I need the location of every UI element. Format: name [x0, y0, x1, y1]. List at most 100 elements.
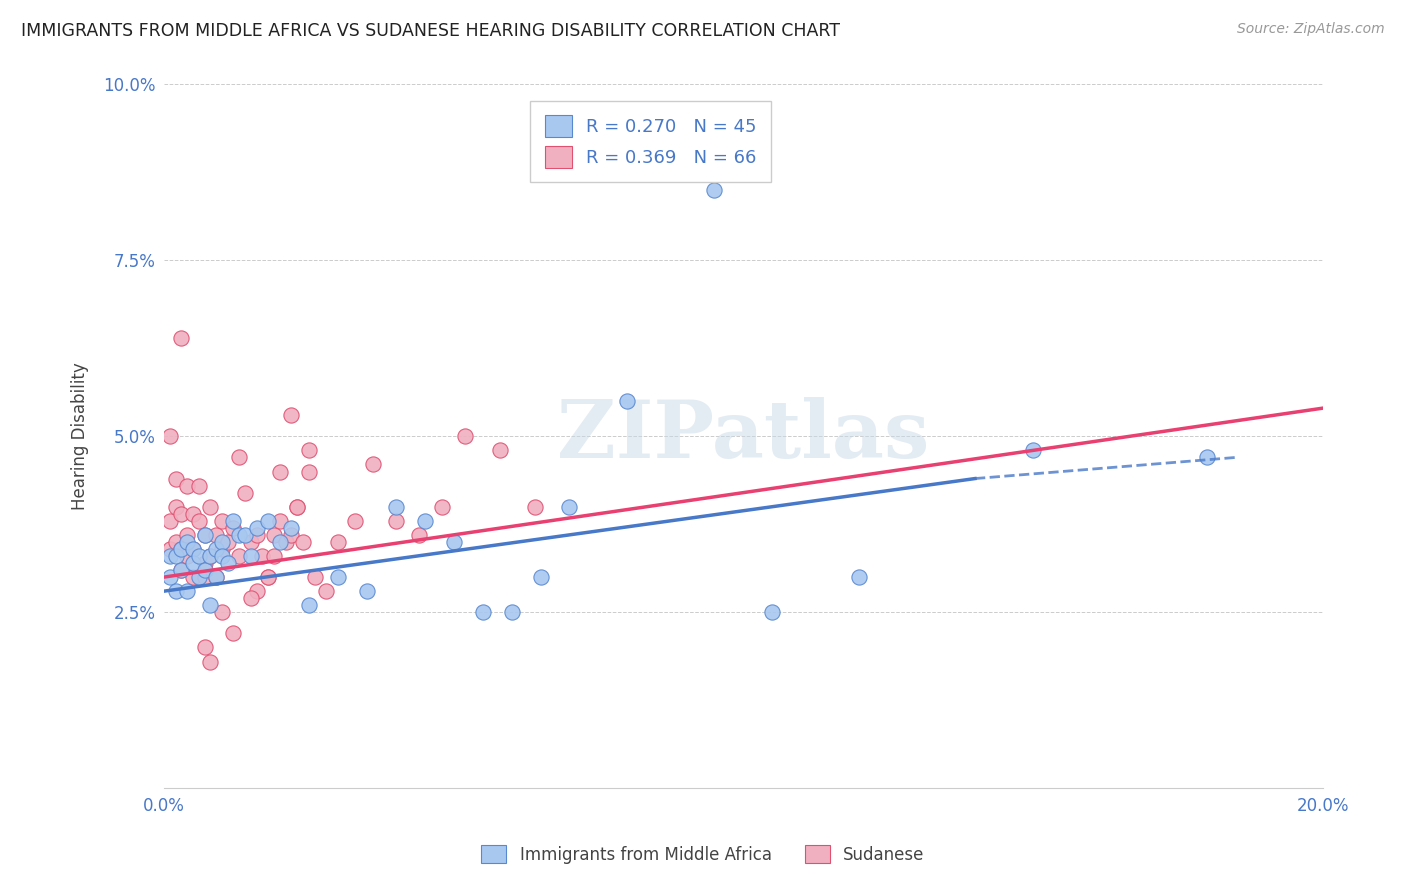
Point — [285, 500, 308, 514]
Point — [222, 626, 245, 640]
Text: IMMIGRANTS FROM MIDDLE AFRICA VS SUDANESE HEARING DISABILITY CORRELATION CHART: IMMIGRANTS FROM MIDDLE AFRICA VS SUDANES… — [21, 22, 841, 40]
Point — [228, 528, 250, 542]
Point — [181, 570, 204, 584]
Point — [165, 549, 187, 563]
Point — [200, 500, 222, 514]
Point — [193, 640, 215, 655]
Point — [193, 528, 215, 542]
Point — [239, 549, 262, 563]
Point — [269, 465, 291, 479]
Point — [257, 570, 280, 584]
Point — [384, 500, 406, 514]
Point — [205, 570, 228, 584]
Point — [170, 563, 193, 577]
Point — [285, 500, 308, 514]
Point — [200, 549, 222, 563]
Point — [246, 584, 269, 599]
Point — [200, 655, 222, 669]
Point — [193, 570, 215, 584]
Point — [217, 556, 239, 570]
Point — [257, 570, 280, 584]
Point — [205, 528, 228, 542]
Point — [280, 528, 302, 542]
Point — [501, 605, 523, 619]
Point — [181, 507, 204, 521]
Point — [176, 535, 198, 549]
Point — [181, 556, 204, 570]
Point — [489, 443, 512, 458]
Point — [269, 514, 291, 528]
Point — [239, 535, 262, 549]
Point — [170, 331, 193, 345]
Point — [304, 570, 326, 584]
Point — [159, 541, 181, 556]
Point — [187, 549, 209, 563]
Point — [176, 478, 198, 492]
Point — [176, 584, 198, 599]
Point — [263, 528, 285, 542]
Legend: Immigrants from Middle Africa, Sudanese: Immigrants from Middle Africa, Sudanese — [475, 838, 931, 871]
Point — [298, 443, 321, 458]
Point — [165, 535, 187, 549]
Point — [211, 514, 233, 528]
Point — [193, 528, 215, 542]
Point — [292, 535, 315, 549]
Point — [205, 541, 228, 556]
Point — [523, 500, 546, 514]
Point — [443, 535, 465, 549]
Point — [326, 535, 349, 549]
Point — [222, 521, 245, 535]
Point — [176, 549, 198, 563]
Point — [159, 549, 181, 563]
Text: Source: ZipAtlas.com: Source: ZipAtlas.com — [1237, 22, 1385, 37]
Point — [361, 458, 384, 472]
Point — [558, 500, 581, 514]
Point — [159, 429, 181, 443]
Point — [274, 535, 297, 549]
Point — [413, 514, 436, 528]
Point — [280, 521, 302, 535]
Point — [246, 521, 269, 535]
Point — [159, 514, 181, 528]
Point — [454, 429, 477, 443]
Point — [170, 563, 193, 577]
Point — [181, 541, 204, 556]
Point — [217, 535, 239, 549]
Point — [211, 535, 233, 549]
Point — [165, 584, 187, 599]
Point — [356, 584, 378, 599]
Point — [211, 605, 233, 619]
Point — [222, 514, 245, 528]
Point — [408, 528, 430, 542]
Point — [1022, 443, 1045, 458]
Point — [471, 605, 494, 619]
Point — [170, 541, 193, 556]
Point — [430, 500, 453, 514]
Text: ZIPatlas: ZIPatlas — [557, 397, 929, 475]
Point — [252, 549, 274, 563]
Point — [326, 570, 349, 584]
Point — [1195, 450, 1218, 465]
Point — [280, 408, 302, 422]
Point — [187, 478, 209, 492]
Point — [211, 541, 233, 556]
Point — [200, 599, 222, 613]
Point — [176, 528, 198, 542]
Point — [233, 485, 256, 500]
Legend: R = 0.270   N = 45, R = 0.369   N = 66: R = 0.270 N = 45, R = 0.369 N = 66 — [530, 101, 770, 183]
Point — [187, 570, 209, 584]
Point — [529, 570, 551, 584]
Point — [187, 514, 209, 528]
Point — [165, 472, 187, 486]
Point — [384, 514, 406, 528]
Point — [239, 591, 262, 606]
Point — [159, 570, 181, 584]
Point — [228, 549, 250, 563]
Point — [616, 394, 638, 409]
Point — [246, 528, 269, 542]
Point — [233, 528, 256, 542]
Point — [228, 450, 250, 465]
Point — [165, 500, 187, 514]
Point — [848, 570, 870, 584]
Point — [298, 599, 321, 613]
